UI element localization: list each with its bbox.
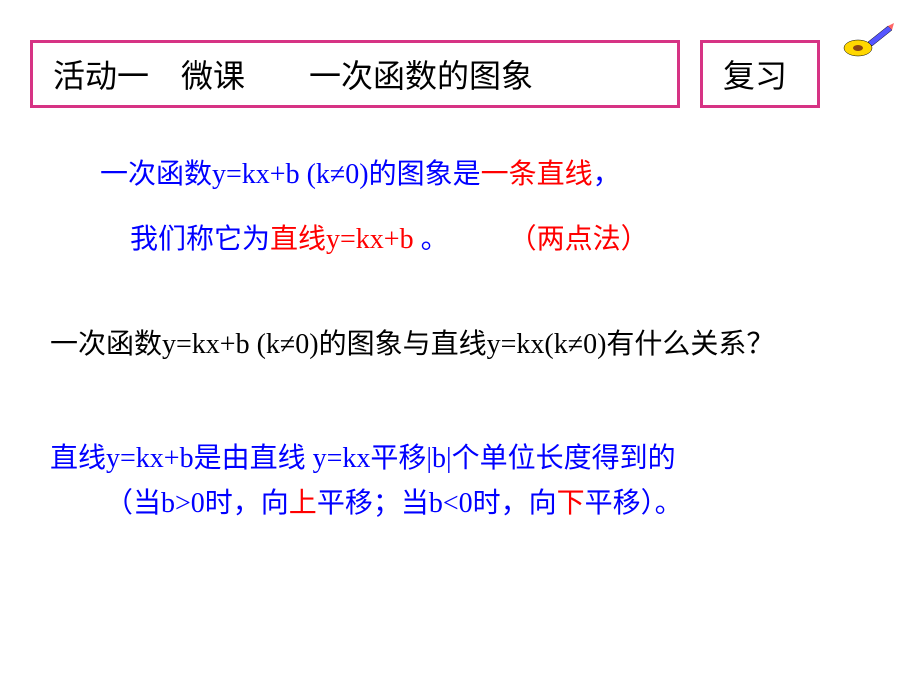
line4-part3: 个单位长度得到的 <box>452 443 676 474</box>
line-1: 一次函数y=kx+b (k≠0)的图象是一条直线， <box>100 153 870 198</box>
line-4: 直线y=kx+b是由直线 y=kx平移|b|个单位长度得到的 <box>50 437 870 482</box>
line5-part5: 平移）。 <box>585 488 683 519</box>
line-2: 我们称它为直线y=kx+b 。 （两点法） <box>130 218 870 263</box>
line5-part1: （当b>0时，向 <box>105 488 289 519</box>
line2-part3: 。 <box>421 224 449 255</box>
line2-note: （两点法） <box>509 218 649 263</box>
header-row: 活动一 微课 一次函数的图象 复习 <box>0 0 920 118</box>
content-area: 一次函数y=kx+b (k≠0)的图象是一条直线， 我们称它为直线y=kx+b … <box>0 118 920 527</box>
line1-part3: ， <box>593 159 621 190</box>
line2-part2: 直线y=kx+b <box>270 224 421 255</box>
line-3: 一次函数y=kx+b (k≠0)的图象与直线y=kx(k≠0)有什么关系？ <box>50 323 870 368</box>
line2-part1: 我们称它为 <box>130 224 270 255</box>
line3-text: 一次函数y=kx+b (k≠0)的图象与直线y=kx(k≠0)有什么关系？ <box>50 329 774 360</box>
header-side-box: 复习 <box>700 40 820 108</box>
line1-part1: 一次函数y=kx+b (k≠0)的图象是 <box>100 159 481 190</box>
header-main-text: 活动一 微课 一次函数的图象 <box>53 58 533 94</box>
decorative-icon <box>840 20 895 60</box>
header-side-text: 复习 <box>723 58 787 94</box>
header-main-box: 活动一 微课 一次函数的图象 <box>30 40 680 108</box>
line1-part2: 一条直线 <box>481 159 593 190</box>
line5-part4: 下 <box>557 488 585 519</box>
line5-part3: 平移；当b<0时，向 <box>317 488 557 519</box>
line5-part2: 上 <box>289 488 317 519</box>
line-5: （当b>0时，向上平移；当b<0时，向下平移）。 <box>105 482 870 527</box>
line4-part2: |b| <box>426 443 451 474</box>
line4-part1: 直线y=kx+b是由直线 y=kx平移 <box>50 443 426 474</box>
